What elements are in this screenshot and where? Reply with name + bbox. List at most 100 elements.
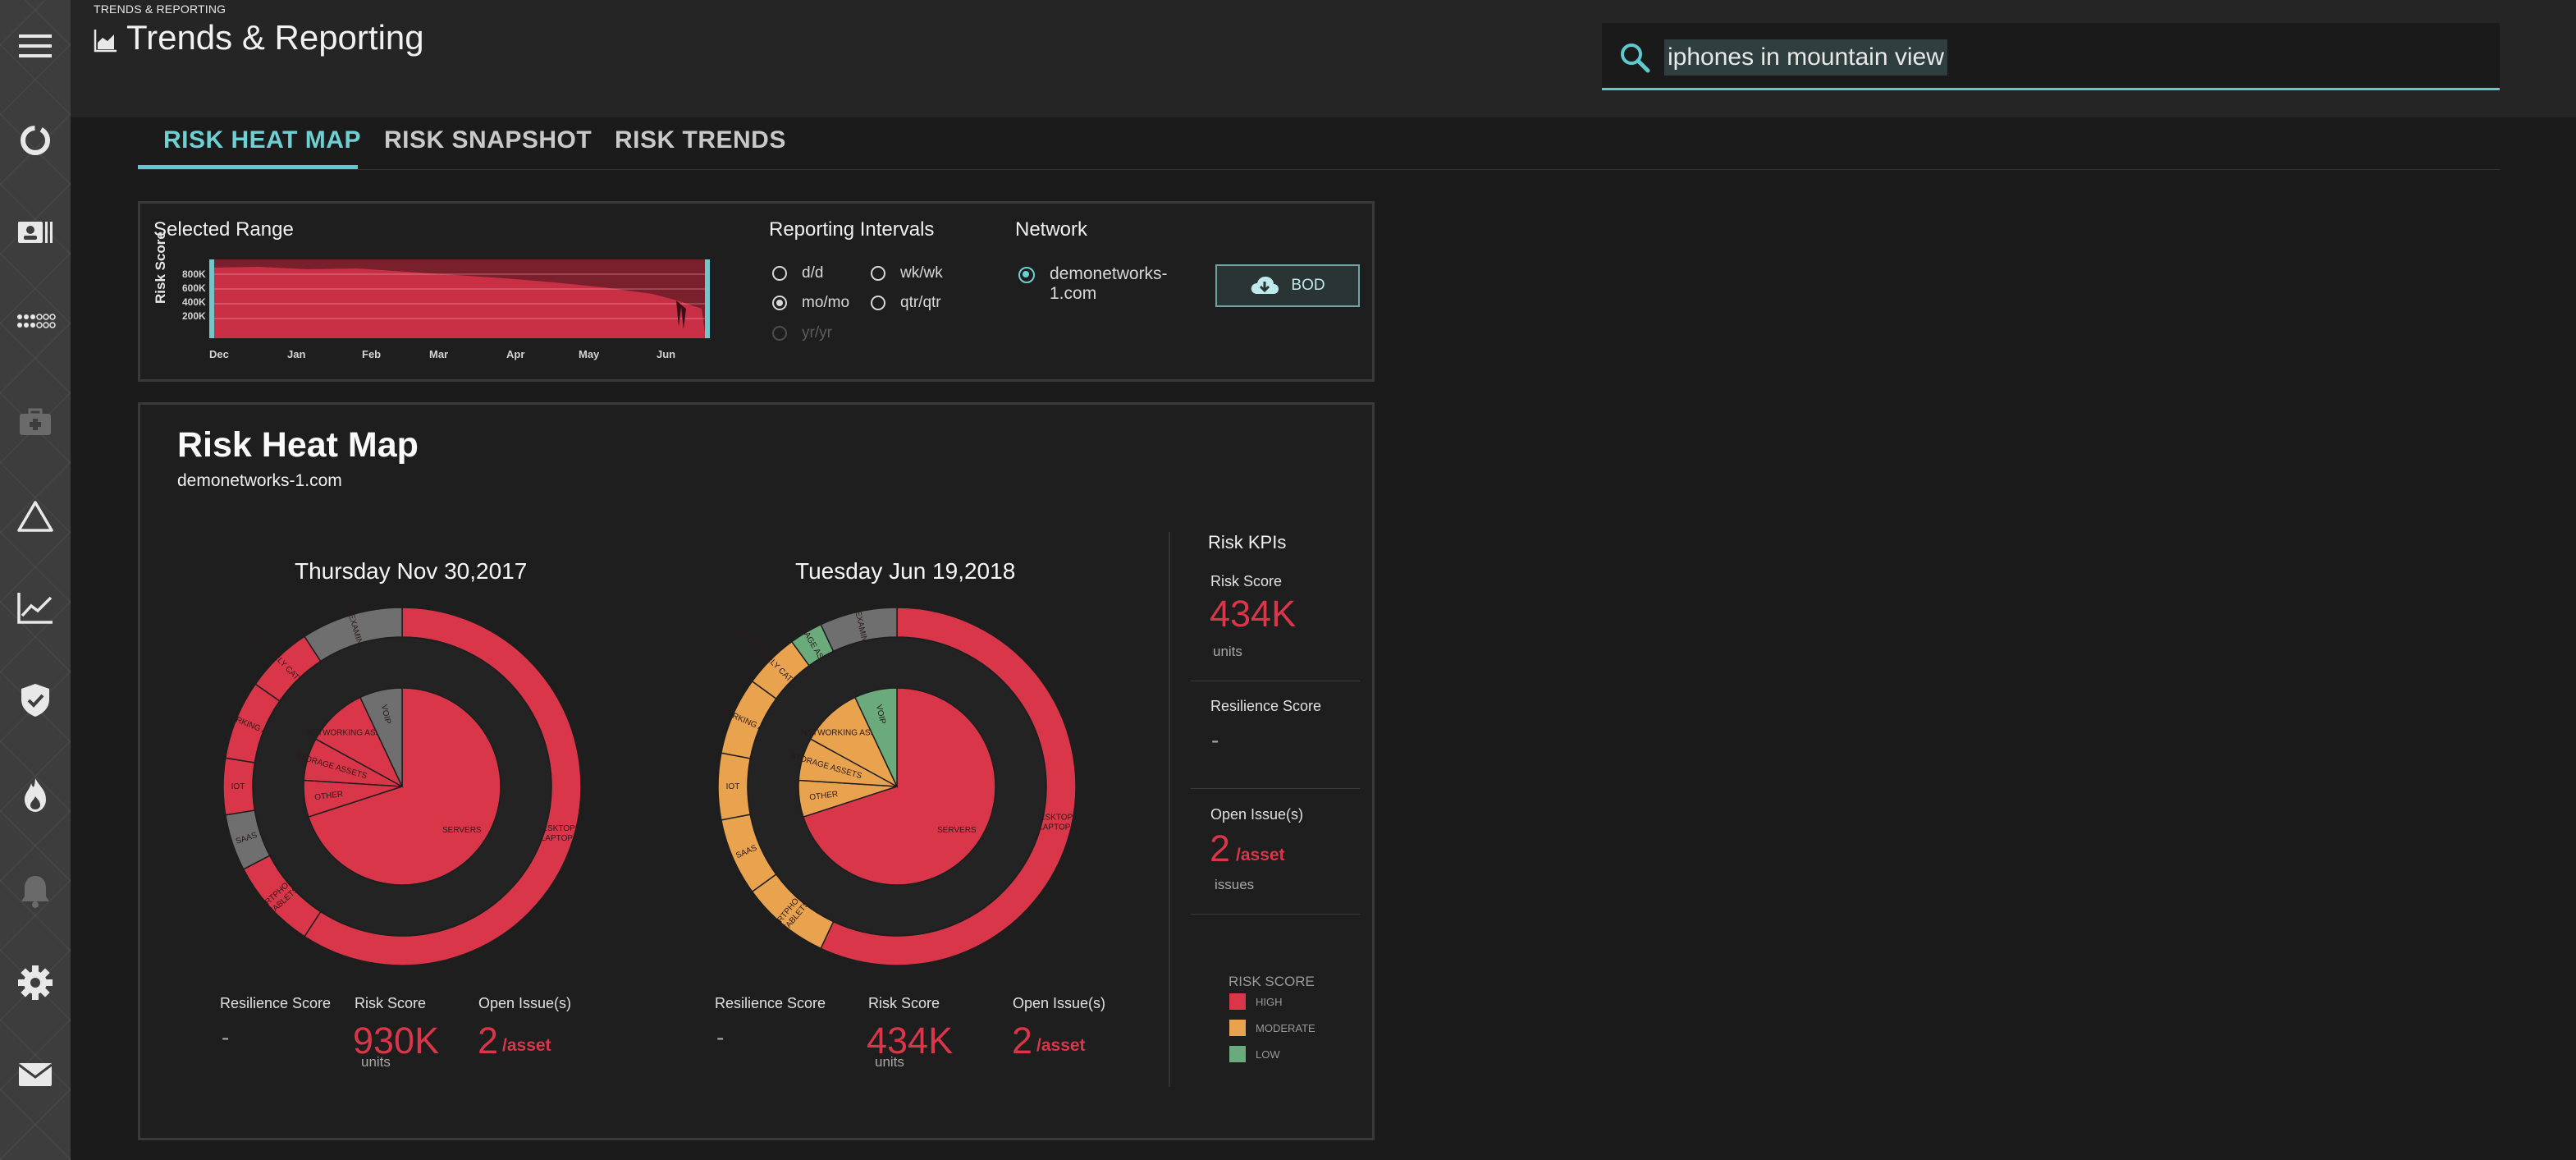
contacts-icon[interactable]: [10, 207, 61, 258]
range-handle-right[interactable]: [705, 259, 710, 338]
outer-ring-slice[interactable]: [820, 607, 1077, 966]
range-handle-left[interactable]: [209, 259, 214, 338]
range-xtick: Mar: [429, 348, 449, 360]
gear-icon[interactable]: [10, 957, 61, 1008]
range-ylabel: Risk Score: [153, 232, 168, 304]
search-icon[interactable]: [1618, 41, 1651, 74]
legend-swatch-low: [1229, 1046, 1246, 1062]
reporting-intervals-label: Reporting Intervals: [769, 218, 935, 241]
range-area-chart[interactable]: [209, 259, 710, 338]
menu-icon[interactable]: [10, 21, 61, 71]
kpi-divider: [1169, 532, 1170, 1087]
open-issues-value: 2: [1012, 1020, 1033, 1061]
medical-kit-icon[interactable]: [10, 397, 61, 448]
breadcrumb: TRENDS & REPORTING: [94, 2, 226, 16]
inner-ring-slice-label: SERVERS: [442, 826, 482, 835]
bell-icon[interactable]: [10, 865, 61, 916]
range-ytick: 200K: [182, 310, 206, 322]
kpi-separator: [1191, 914, 1360, 915]
radio-selected-icon[interactable]: [772, 296, 787, 310]
inner-ring-slice-label: SERVERS: [937, 826, 977, 835]
resilience-score-label: Resilience Score: [715, 995, 826, 1011]
sidebar: [0, 0, 71, 1160]
interval-option-dd[interactable]: d/d: [772, 264, 823, 282]
heat-map-subtitle: demonetworks-1.com: [177, 471, 342, 490]
network-option[interactable]: demonetworks- 1.com: [1018, 264, 1168, 304]
range-ytick: 600K: [182, 282, 206, 294]
mail-icon[interactable]: [10, 1049, 61, 1100]
resilience-score-label: Resilience Score: [220, 995, 332, 1011]
open-issues-label: Open Issue(s): [478, 995, 572, 1011]
flame-icon[interactable]: [10, 770, 61, 821]
shield-check-icon[interactable]: [10, 675, 61, 726]
kpi-issues-value: 2: [1210, 828, 1231, 869]
filter-panel: [138, 201, 1375, 382]
kpi-risk-label: Risk Score: [1210, 573, 1283, 589]
outer-ring-slice-label: IOT: [726, 782, 740, 791]
kpi-risk-unit: units: [1213, 644, 1242, 659]
bod-download-button[interactable]: BOD: [1215, 264, 1360, 307]
radio-icon[interactable]: [871, 266, 885, 281]
open-issues-unit: /asset: [502, 1036, 551, 1055]
page-title: Trends & Reporting: [126, 18, 424, 57]
legend-label-moderate: MODERATE: [1256, 1022, 1315, 1034]
dots-grid-icon[interactable]: [10, 297, 61, 348]
risk-score-label: Risk Score: [868, 995, 940, 1011]
donut-chart-icon[interactable]: [10, 115, 61, 166]
outer-ring-slice[interactable]: [304, 607, 403, 663]
active-tab-indicator: [138, 165, 358, 169]
interval-label: wk/wk: [900, 264, 943, 282]
page-header: TRENDS & REPORTING Trends & Reporting: [71, 0, 2576, 117]
legend-swatch-high: [1229, 993, 1246, 1010]
legend-title: RISK SCORE: [1229, 974, 1315, 989]
search-input[interactable]: iphones in mountain view: [1664, 39, 1947, 76]
cloud-download-icon: [1251, 277, 1279, 294]
network-option-line1: demonetworks-: [1050, 264, 1168, 283]
inner-ring-slice-label: NETWORKING ASSETS: [801, 728, 892, 737]
radio-icon[interactable]: [772, 266, 787, 281]
tab-risk-heat-map[interactable]: RISK HEAT MAP: [163, 126, 361, 154]
open-issues-unit: /asset: [1036, 1036, 1086, 1055]
interval-label: d/d: [802, 264, 824, 282]
radio-icon: [772, 326, 787, 341]
kpi-separator: [1191, 788, 1360, 789]
inner-ring-slice[interactable]: [809, 696, 899, 788]
inner-ring-slice-label: VOIP: [379, 704, 392, 725]
inner-ring-slice[interactable]: [359, 687, 403, 787]
tab-risk-trends[interactable]: RISK TRENDS: [615, 126, 786, 154]
warning-triangle-icon[interactable]: [10, 491, 61, 542]
legend-label-low: LOW: [1256, 1048, 1280, 1061]
radio-icon[interactable]: [871, 296, 885, 310]
resilience-score-value: -: [222, 1025, 230, 1050]
outer-ring-slice[interactable]: [304, 607, 582, 966]
inner-ring-slice[interactable]: [853, 687, 898, 787]
snapshot-date-1: Thursday Nov 30,2017: [295, 558, 528, 584]
interval-option-momo[interactable]: mo/mo: [772, 294, 849, 312]
inner-ring-slice-label: OTHER: [809, 790, 839, 802]
heat-map-title: Risk Heat Map: [177, 425, 419, 465]
interval-option-wkwk[interactable]: wk/wk: [871, 264, 943, 282]
inner-ring-slice[interactable]: [802, 687, 996, 886]
inner-ring-slice[interactable]: [314, 696, 404, 788]
outer-ring-slice-label: DESKTOPS/LAPTOPS: [1034, 814, 1078, 832]
trends-chart-icon[interactable]: [10, 581, 61, 632]
range-xtick: Dec: [209, 348, 229, 360]
kpi-issues-label: Open Issue(s): [1210, 806, 1304, 823]
range-ytick: 400K: [182, 296, 206, 308]
inner-ring-slice-label: VOIP: [874, 704, 887, 725]
interval-label: mo/mo: [802, 294, 850, 311]
tab-divider: [138, 169, 2500, 170]
outer-ring-slice-label: IOT: [231, 782, 245, 791]
outer-ring-slice[interactable]: [820, 607, 898, 653]
interval-option-qtrqtr[interactable]: qtr/qtr: [871, 294, 941, 312]
snapshot-date-2: Tuesday Jun 19,2018: [795, 558, 1016, 584]
radio-selected-icon[interactable]: [1018, 267, 1035, 283]
tab-risk-snapshot[interactable]: RISK SNAPSHOT: [384, 126, 593, 154]
range-xtick: May: [579, 348, 600, 360]
inner-ring-slice[interactable]: [307, 687, 501, 886]
inner-ring-slice-label: OTHER: [314, 790, 344, 802]
search-box[interactable]: iphones in mountain view: [1602, 23, 2500, 90]
network-option-line2: 1.com: [1050, 284, 1097, 303]
interval-label: qtr/qtr: [900, 294, 941, 311]
resilience-score-value: -: [716, 1025, 725, 1050]
